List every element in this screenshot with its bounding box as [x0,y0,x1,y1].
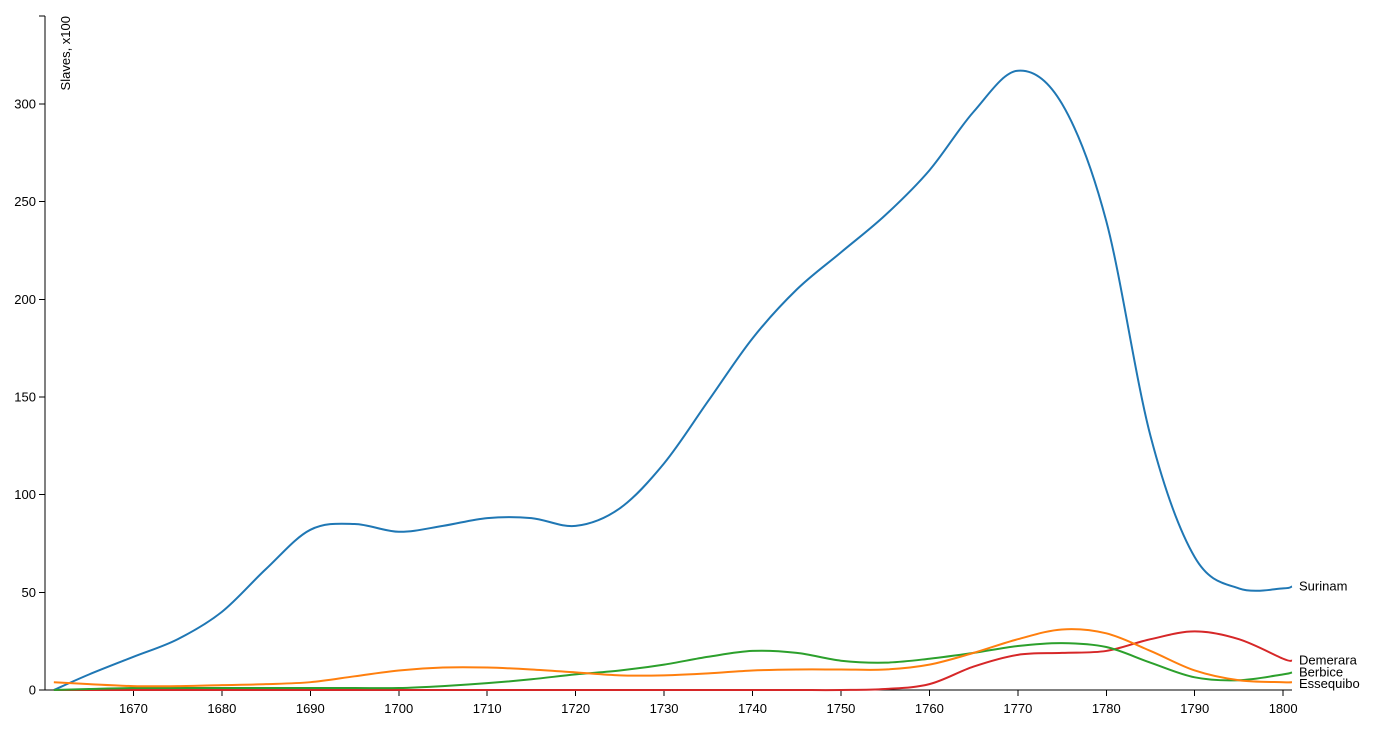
y-tick-label: 150 [14,389,36,404]
series-label-berbice: Berbice [1299,664,1343,679]
series-label-demerara: Demerara [1299,653,1358,668]
x-tick-label: 1770 [1003,701,1032,716]
x-tick-label: 1740 [738,701,767,716]
x-axis: 1670 1680 1690 1700 1710 1720 1730 1740 1750 1760… [45,689,1298,716]
series-line-surinam [53,69,1293,691]
series-line-demerara [53,630,1293,692]
series-line-berbice [53,642,1293,691]
series-label-surinam: Surinam [1299,578,1347,593]
y-tick-label: 50 [22,585,36,600]
x-tick-label: 1790 [1180,701,1209,716]
x-tick-label: 1700 [384,701,413,716]
series-line-essequibo [53,628,1293,688]
x-tick-label: 1720 [561,701,590,716]
series-lines [53,69,1293,692]
x-tick-label: 1710 [473,701,502,716]
x-tick-label: 1760 [915,701,944,716]
y-tick-label: 250 [14,194,36,209]
x-tick-label: 1780 [1092,701,1121,716]
x-tick-label: 1670 [119,701,148,716]
x-tick-label: 1690 [296,701,325,716]
y-tick-label: 300 [14,96,36,111]
series-label-essequibo: Essequibo [1299,676,1360,691]
y-axis-title: Slaves, x100 [58,16,73,90]
x-tick-label: 1800 [1269,701,1298,716]
y-tick-label: 200 [14,292,36,307]
y-tick-label: 100 [14,487,36,502]
x-tick-label: 1750 [826,701,855,716]
y-tick-label: 0 [29,683,36,698]
x-tick-label: 1730 [650,701,679,716]
x-tick-label: 1680 [207,701,236,716]
y-axis: 0 50 100 150 200 250 300 Slaves, x100 [14,15,73,698]
